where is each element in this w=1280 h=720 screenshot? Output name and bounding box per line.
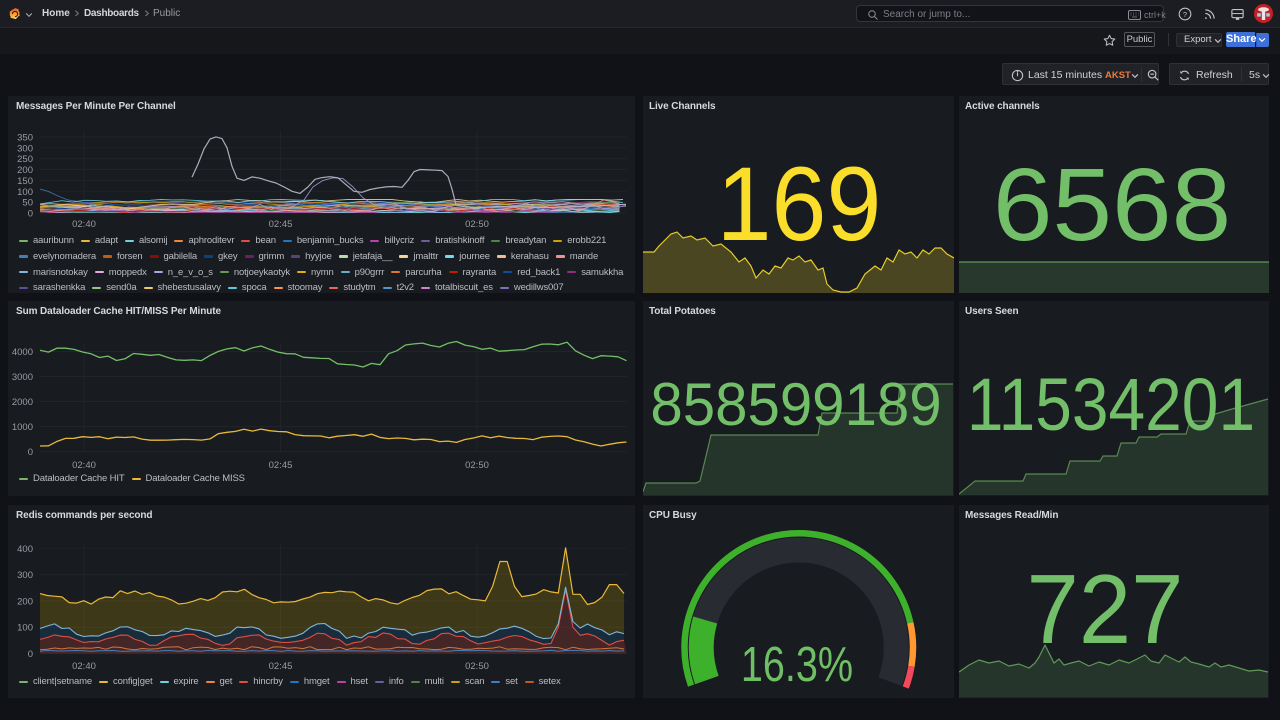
svg-text:400: 400 (17, 544, 33, 555)
svg-text:0: 0 (28, 447, 33, 458)
svg-text:50: 50 (22, 198, 33, 209)
svg-text:02:40: 02:40 (72, 661, 96, 672)
svg-text:200: 200 (17, 596, 33, 607)
svg-text:1000: 1000 (12, 422, 33, 433)
svg-text:150: 150 (17, 176, 33, 187)
svg-text:?: ? (1183, 10, 1187, 19)
svg-text:02:45: 02:45 (269, 219, 293, 230)
svg-text:350: 350 (17, 132, 33, 143)
svg-text:02:50: 02:50 (465, 219, 489, 230)
svg-text:200: 200 (17, 165, 33, 176)
svg-text:0: 0 (28, 649, 33, 660)
svg-text:250: 250 (17, 154, 33, 165)
svg-text:3000: 3000 (12, 372, 33, 383)
svg-text:2000: 2000 (12, 397, 33, 408)
svg-text:02:40: 02:40 (72, 460, 96, 471)
svg-text:100: 100 (17, 623, 33, 634)
svg-text:300: 300 (17, 143, 33, 154)
svg-text:300: 300 (17, 570, 33, 581)
svg-text:02:40: 02:40 (72, 219, 96, 230)
svg-text:4000: 4000 (12, 347, 33, 358)
svg-text:02:50: 02:50 (465, 661, 489, 672)
svg-text:02:45: 02:45 (269, 460, 293, 471)
svg-text:0: 0 (28, 209, 33, 220)
svg-text:02:50: 02:50 (465, 460, 489, 471)
svg-text:100: 100 (17, 187, 33, 198)
svg-text:02:45: 02:45 (269, 661, 293, 672)
